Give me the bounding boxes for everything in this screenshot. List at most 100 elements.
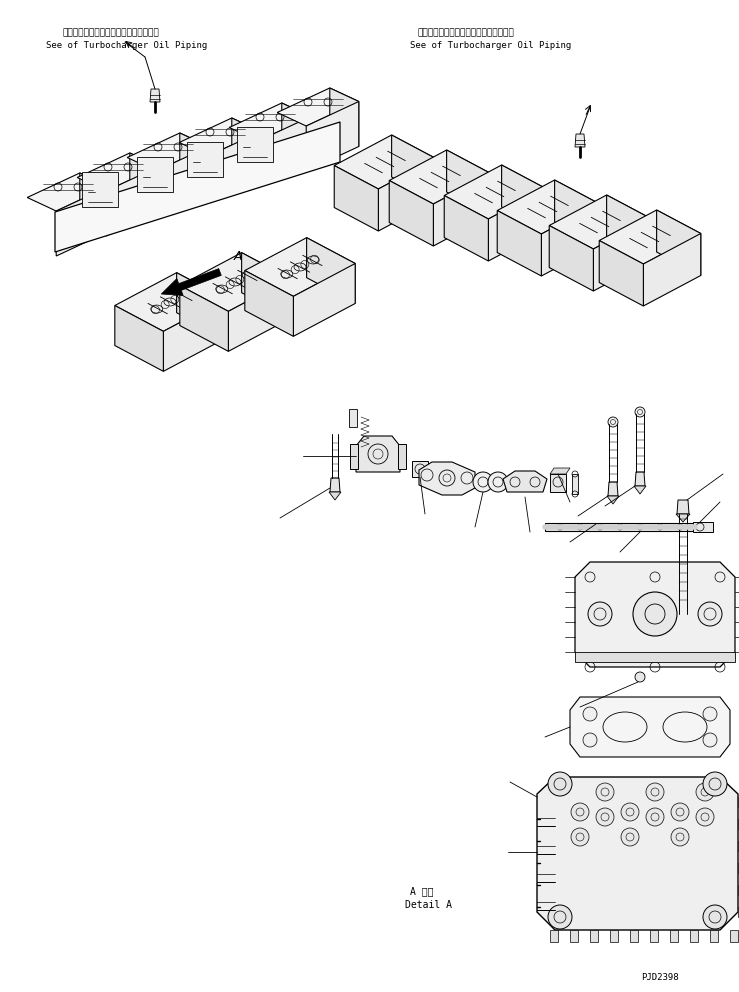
Circle shape <box>646 808 664 826</box>
Polygon shape <box>607 195 651 261</box>
Polygon shape <box>599 210 701 264</box>
Ellipse shape <box>488 472 508 492</box>
Circle shape <box>596 808 614 826</box>
Bar <box>187 142 223 177</box>
Polygon shape <box>115 306 163 371</box>
Circle shape <box>596 783 614 801</box>
Circle shape <box>635 407 645 417</box>
Bar <box>398 444 406 469</box>
Polygon shape <box>634 486 646 494</box>
Polygon shape <box>282 103 311 162</box>
Circle shape <box>671 803 689 821</box>
Bar <box>82 172 118 207</box>
Polygon shape <box>738 797 739 807</box>
Polygon shape <box>242 253 290 318</box>
Polygon shape <box>330 478 340 492</box>
Polygon shape <box>356 436 400 472</box>
Circle shape <box>633 592 677 636</box>
Circle shape <box>608 417 618 427</box>
Polygon shape <box>738 819 739 829</box>
Circle shape <box>703 707 717 721</box>
Polygon shape <box>228 279 290 351</box>
Polygon shape <box>150 89 160 102</box>
Bar <box>550 474 566 492</box>
Polygon shape <box>503 471 547 492</box>
Polygon shape <box>738 885 739 895</box>
Polygon shape <box>542 203 599 276</box>
Circle shape <box>588 602 612 626</box>
Polygon shape <box>55 122 340 252</box>
Polygon shape <box>378 159 436 231</box>
Polygon shape <box>497 180 599 234</box>
Bar <box>412 461 428 477</box>
Polygon shape <box>334 135 436 189</box>
Text: PJD2398: PJD2398 <box>641 973 679 982</box>
FancyArrow shape <box>161 269 221 296</box>
Polygon shape <box>549 225 593 291</box>
Circle shape <box>696 783 714 801</box>
Bar <box>350 444 358 469</box>
Polygon shape <box>537 777 738 930</box>
Text: See of Turbocharger Oil Piping: See of Turbocharger Oil Piping <box>410 41 571 50</box>
Polygon shape <box>593 218 651 291</box>
Polygon shape <box>575 134 585 147</box>
Polygon shape <box>306 101 358 171</box>
Bar <box>693 522 713 532</box>
Circle shape <box>548 905 572 929</box>
Polygon shape <box>502 165 546 230</box>
Polygon shape <box>575 562 735 667</box>
Ellipse shape <box>473 472 493 492</box>
Polygon shape <box>608 482 618 496</box>
Circle shape <box>703 733 717 747</box>
Polygon shape <box>446 150 491 215</box>
Polygon shape <box>208 132 261 201</box>
Polygon shape <box>80 173 109 231</box>
Polygon shape <box>607 496 619 504</box>
Polygon shape <box>232 118 261 177</box>
Text: A: A <box>234 251 242 264</box>
Text: ターボチャージャオイルパイピング参照: ターボチャージャオイルパイピング参照 <box>63 29 160 38</box>
Polygon shape <box>650 930 658 942</box>
Polygon shape <box>180 286 228 351</box>
Polygon shape <box>549 195 651 249</box>
Polygon shape <box>127 133 209 171</box>
Circle shape <box>698 602 722 626</box>
Polygon shape <box>258 116 311 186</box>
Circle shape <box>621 803 639 821</box>
Polygon shape <box>545 523 695 531</box>
Polygon shape <box>677 500 689 514</box>
Polygon shape <box>389 181 433 246</box>
Polygon shape <box>738 863 739 873</box>
Polygon shape <box>130 153 159 211</box>
Circle shape <box>671 828 689 846</box>
Polygon shape <box>433 174 491 246</box>
Polygon shape <box>570 697 730 757</box>
Polygon shape <box>670 930 678 942</box>
Text: Detail A: Detail A <box>405 900 452 910</box>
Polygon shape <box>180 253 290 311</box>
Polygon shape <box>690 930 698 942</box>
Bar <box>572 474 578 494</box>
Polygon shape <box>245 238 355 297</box>
Polygon shape <box>229 103 311 141</box>
Circle shape <box>646 783 664 801</box>
Polygon shape <box>738 907 739 917</box>
Bar <box>137 157 173 192</box>
Polygon shape <box>392 135 436 200</box>
Polygon shape <box>635 472 645 486</box>
Circle shape <box>703 772 727 796</box>
Polygon shape <box>599 240 644 306</box>
Bar <box>349 409 357 427</box>
Polygon shape <box>329 492 341 500</box>
Polygon shape <box>644 233 701 306</box>
Polygon shape <box>710 930 718 942</box>
Polygon shape <box>180 133 209 191</box>
Polygon shape <box>56 186 109 256</box>
Polygon shape <box>245 271 293 336</box>
Polygon shape <box>575 652 735 662</box>
Polygon shape <box>293 264 355 336</box>
Polygon shape <box>115 273 225 331</box>
Polygon shape <box>730 930 738 942</box>
Polygon shape <box>555 180 599 245</box>
Circle shape <box>583 707 597 721</box>
